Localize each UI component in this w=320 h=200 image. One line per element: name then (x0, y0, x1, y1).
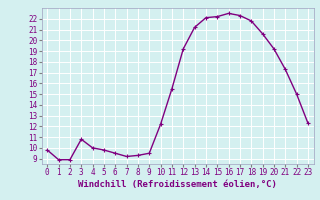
X-axis label: Windchill (Refroidissement éolien,°C): Windchill (Refroidissement éolien,°C) (78, 180, 277, 189)
